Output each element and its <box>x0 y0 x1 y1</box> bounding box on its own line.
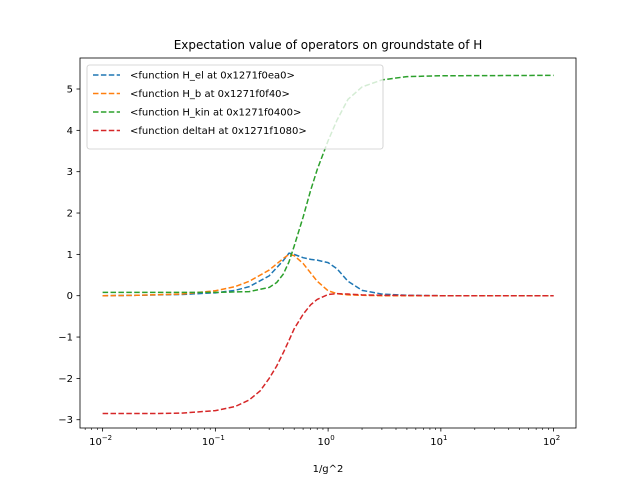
y-tick-label: 4 <box>67 126 73 137</box>
x-tick-label: 102 <box>543 434 560 448</box>
x-axis: 10−2 10−1 100 101 102 <box>84 428 560 448</box>
series-line-3 <box>102 292 554 415</box>
x-axis-label: 1/g^2 <box>313 464 344 475</box>
series-layer <box>102 74 554 415</box>
x-tick-label: 10−1 <box>202 434 225 448</box>
y-tick-label: 0 <box>67 291 73 302</box>
chart-title: Expectation value of operators on ground… <box>174 38 483 52</box>
y-tick-label: −3 <box>58 415 73 426</box>
y-axis: −3 −2 −1 0 1 2 3 4 5 <box>58 85 80 426</box>
legend-label-0: <function H_el at 0x1271f0ea0> <box>130 71 295 82</box>
legend-box <box>86 64 384 150</box>
x-tick-label: 100 <box>318 434 335 448</box>
series-line-2 <box>102 74 554 294</box>
y-tick-label: 2 <box>67 209 73 220</box>
x-tick-label: 10−2 <box>89 434 112 448</box>
y-tick-label: −2 <box>58 374 73 385</box>
series-line-1 <box>102 253 554 297</box>
legend-label-1: <function H_b at 0x1271f0f40> <box>130 89 290 100</box>
y-tick-label: 3 <box>67 167 73 178</box>
y-tick-label: 1 <box>67 250 73 261</box>
legend-label-2: <function H_kin at 0x1271f0400> <box>130 108 301 119</box>
legend: <function H_el at 0x1271f0ea0> <function … <box>86 64 384 150</box>
x-tick-label: 101 <box>430 434 447 448</box>
y-tick-label: 5 <box>67 85 73 96</box>
y-tick-label: −1 <box>58 333 73 344</box>
legend-label-3: <function deltaH at 0x1271f1080> <box>130 126 307 137</box>
